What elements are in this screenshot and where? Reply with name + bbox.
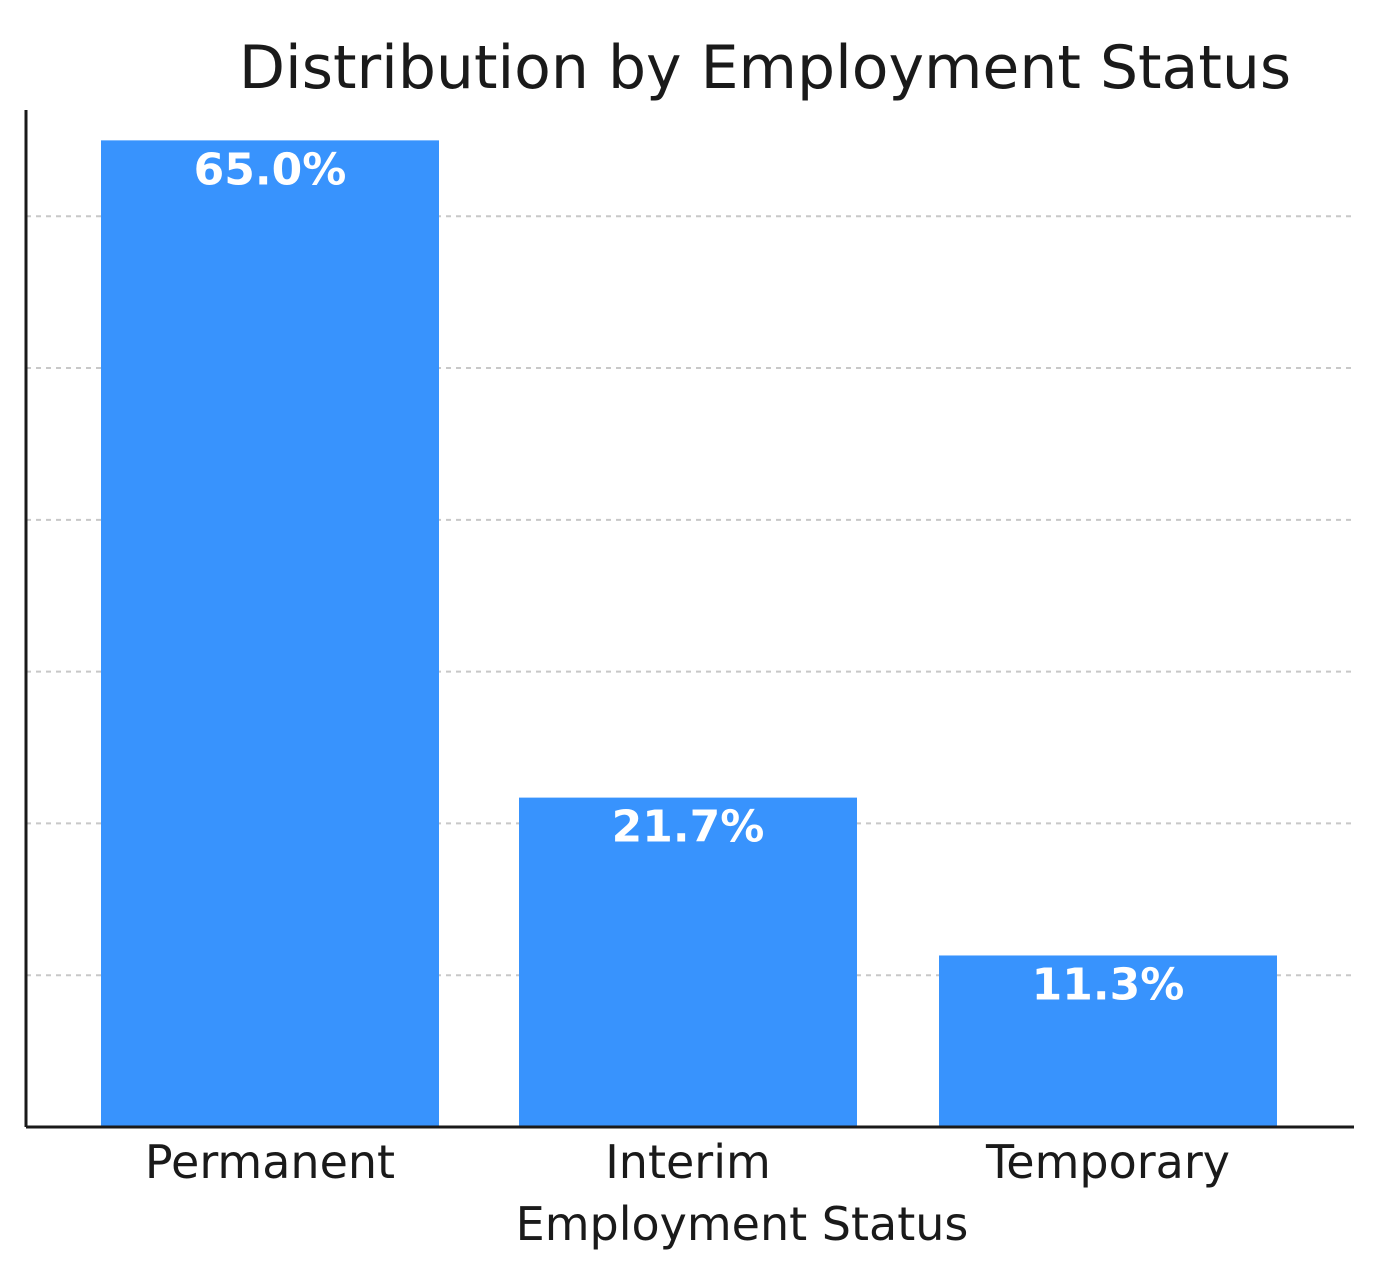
x-tick-permanent: Permanent (145, 1135, 395, 1189)
x-tick-interim: Interim (605, 1135, 771, 1189)
value-labels: 65.0% 21.7% 11.3% (194, 144, 1185, 1010)
chart-title: Distribution by Employment Status (239, 33, 1291, 103)
bar-permanent (101, 140, 439, 1127)
value-label-temporary: 11.3% (1032, 959, 1185, 1010)
x-axis-label: Employment Status (516, 1197, 969, 1251)
x-tick-labels: Permanent Interim Temporary (145, 1135, 1230, 1189)
bar-temporary (939, 955, 1277, 1127)
value-label-interim: 21.7% (612, 802, 765, 853)
value-label-permanent: 65.0% (194, 144, 347, 195)
bars (101, 140, 1277, 1127)
bar-interim (519, 797, 857, 1127)
x-tick-temporary: Temporary (985, 1135, 1230, 1189)
